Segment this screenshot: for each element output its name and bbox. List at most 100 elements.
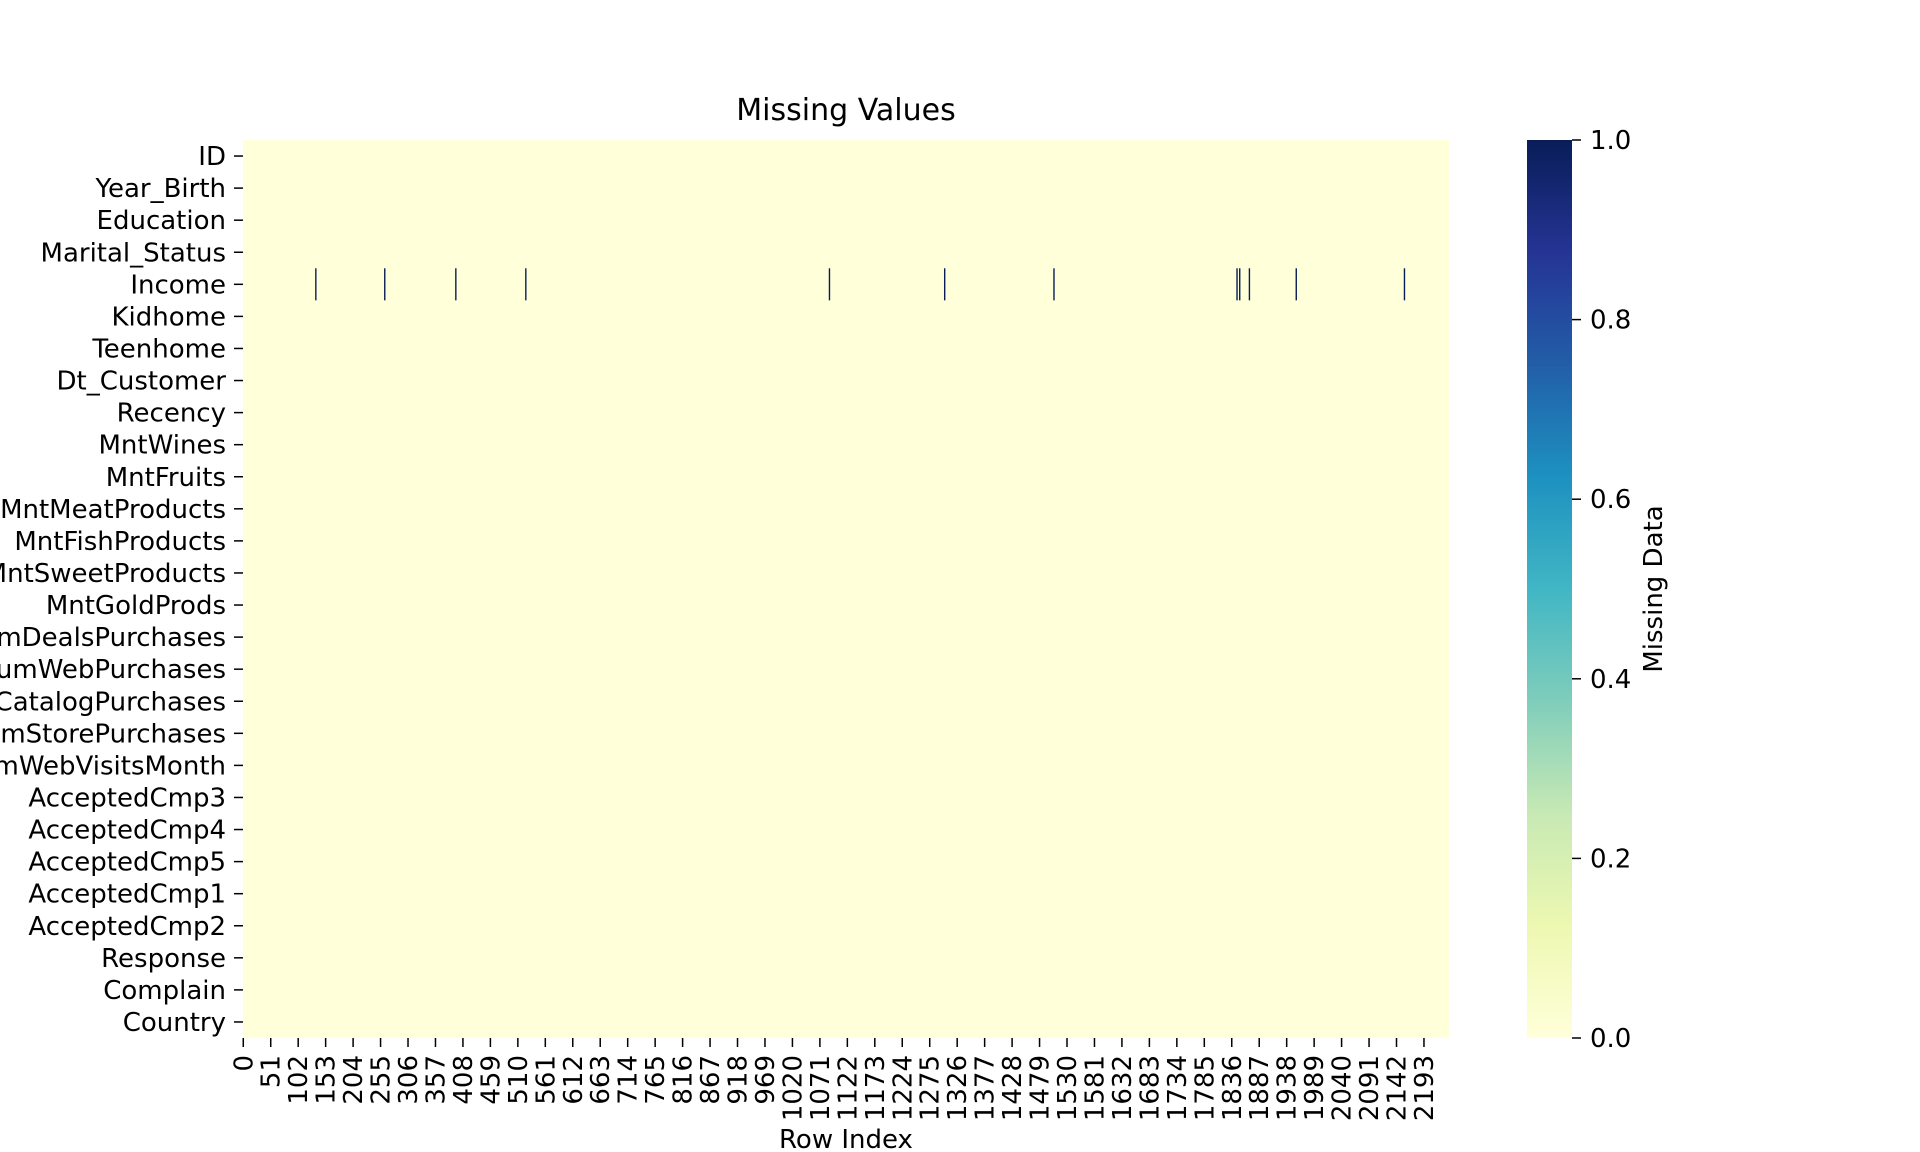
y-tick-label: AcceptedCmp5 [28, 848, 226, 878]
x-tick-label: 51 [257, 1055, 287, 1088]
y-tick-label: NumStorePurchases [0, 719, 226, 749]
missing-cell [1053, 268, 1055, 301]
chart-title: Missing Values [736, 93, 955, 128]
y-tick-label: MntFishProducts [14, 527, 226, 557]
y-tick-label: NumWebVisitsMonth [0, 751, 226, 781]
y-tick-label: MntGoldProds [46, 591, 226, 621]
missing-cell [1403, 268, 1406, 301]
y-tick-label: Recency [117, 399, 226, 429]
missing-cell [1236, 268, 1238, 301]
missing-cell [384, 268, 386, 301]
y-tick-label: MntSweetProducts [0, 559, 226, 589]
y-tick-label: Income [130, 270, 226, 300]
x-tick-label: 1173 [861, 1055, 891, 1121]
x-tick-label: 1224 [888, 1055, 918, 1121]
x-tick-label: 204 [339, 1055, 369, 1105]
missing-cell [943, 268, 946, 301]
colorbar [1527, 140, 1572, 1038]
x-tick-label: 765 [641, 1055, 671, 1105]
x-tick-label: 2142 [1383, 1055, 1413, 1121]
y-tick-label: AcceptedCmp3 [28, 783, 226, 813]
x-tick-label: 918 [724, 1055, 754, 1105]
missing-cell [1239, 268, 1241, 301]
y-tick-label: Response [101, 944, 226, 974]
x-tick-label: 1326 [943, 1055, 973, 1121]
x-tick-label: 357 [421, 1055, 451, 1105]
x-tick-label: 2091 [1355, 1055, 1385, 1121]
colorbar-tick-label: 1.0 [1590, 126, 1631, 156]
missing-cell [1248, 268, 1251, 301]
y-tick-label: AcceptedCmp2 [28, 912, 226, 942]
x-tick-label: 1581 [1080, 1055, 1110, 1121]
x-tick-label: 1734 [1163, 1055, 1193, 1121]
x-tick-label: 306 [394, 1055, 424, 1105]
missing-cell [828, 268, 831, 301]
x-tick-label: 510 [504, 1055, 534, 1105]
missing-cell [525, 268, 527, 301]
x-tick-label: 1020 [778, 1055, 808, 1121]
y-tick-label: Teenhome [91, 334, 226, 364]
y-tick-label: Kidhome [112, 302, 227, 332]
x-tick-label: 612 [559, 1055, 589, 1105]
y-tick-label: MntMeatProducts [0, 495, 226, 525]
x-tick-label: 408 [449, 1055, 479, 1105]
y-tick-label: MntFruits [106, 463, 226, 493]
heatmap-plot-area [243, 140, 1449, 1038]
x-tick-label: 1785 [1190, 1055, 1220, 1121]
x-tick-label: 1836 [1218, 1055, 1248, 1121]
colorbar-tick-label: 0.0 [1590, 1024, 1631, 1054]
x-tick-label: 663 [586, 1055, 616, 1105]
x-tick-label: 255 [367, 1055, 397, 1105]
x-tick-label: 1122 [833, 1055, 863, 1121]
x-tick-label: 1275 [916, 1055, 946, 1121]
missing-cell [1295, 268, 1297, 301]
y-tick-label: NumCatalogPurchases [0, 687, 226, 717]
x-tick-label: 459 [476, 1055, 506, 1105]
y-tick-label: Year_Birth [95, 174, 226, 204]
y-tick-label: Dt_Customer [56, 367, 226, 397]
y-tick-label: NumDealsPurchases [0, 623, 226, 653]
x-tick-label: 561 [531, 1055, 561, 1105]
x-tick-label: 1530 [1053, 1055, 1083, 1121]
x-tick-label: 1938 [1273, 1055, 1303, 1121]
y-tick-label: Complain [103, 976, 226, 1006]
x-tick-label: 714 [614, 1055, 644, 1105]
y-tick-label: AcceptedCmp1 [28, 880, 226, 910]
x-tick-label: 1887 [1245, 1055, 1275, 1121]
x-tick-label: 1989 [1300, 1055, 1330, 1121]
x-tick-label: 1479 [1026, 1055, 1056, 1121]
x-tick-label: 1377 [971, 1055, 1001, 1121]
x-tick-label: 102 [284, 1055, 314, 1105]
x-tick-label: 969 [751, 1055, 781, 1105]
colorbar-tick-label: 0.6 [1590, 485, 1631, 515]
y-tick-label: ID [198, 142, 226, 172]
x-tick-label: 153 [312, 1055, 342, 1105]
y-tick-label: Country [123, 1008, 226, 1038]
missing-cell [455, 268, 457, 301]
x-tick-label: 0 [229, 1055, 259, 1072]
x-tick-label: 1632 [1108, 1055, 1138, 1121]
y-tick-label: AcceptedCmp4 [28, 816, 226, 846]
x-tick-label: 1428 [998, 1055, 1028, 1121]
colorbar-label: Missing Data [1639, 505, 1669, 672]
x-tick-label: 816 [669, 1055, 699, 1105]
x-tick-label: 2193 [1410, 1055, 1440, 1121]
colorbar-tick-label: 0.4 [1590, 665, 1631, 695]
x-ticks-group: 0511021532042553063574084595105616126637… [229, 1038, 1440, 1121]
colorbar-tick-label: 0.8 [1590, 306, 1631, 336]
y-tick-label: MntWines [99, 431, 227, 461]
y-tick-label: Marital_Status [41, 238, 226, 268]
x-tick-label: 867 [696, 1055, 726, 1105]
missing-cell [315, 268, 317, 301]
x-tick-label: 1683 [1135, 1055, 1165, 1121]
x-tick-label: 2040 [1328, 1055, 1358, 1121]
x-axis-label: Row Index [779, 1125, 913, 1152]
colorbar-tick-label: 0.2 [1590, 844, 1631, 874]
colorbar-ticks-group: 0.0 0.2 0.4 0.6 0.8 1.0 [1572, 126, 1631, 1054]
x-tick-label: 1071 [806, 1055, 836, 1121]
missing-marks-group [315, 268, 1406, 301]
y-tick-label: NumWebPurchases [0, 655, 226, 685]
y-tick-label: Education [97, 206, 226, 236]
